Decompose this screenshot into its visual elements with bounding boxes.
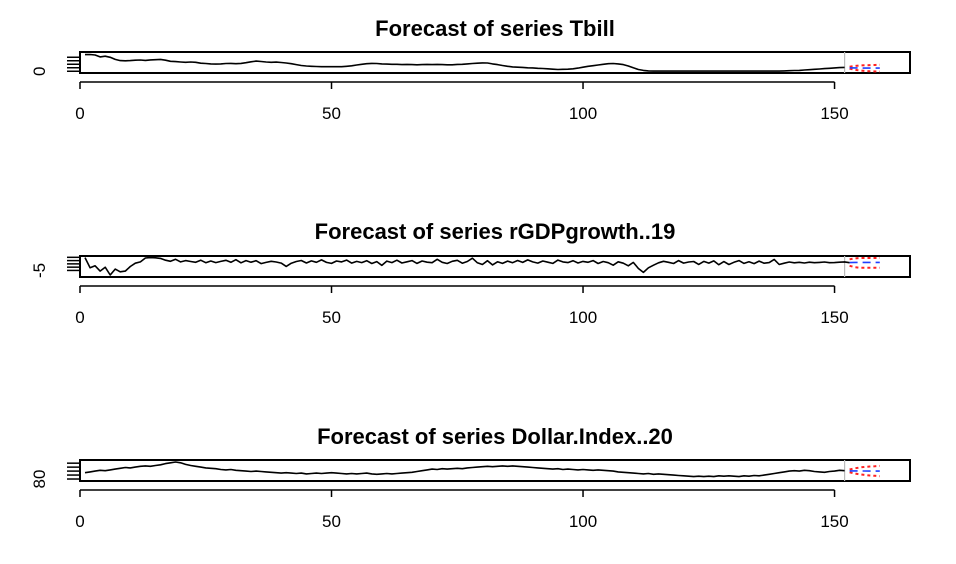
x-tick-label: 100 xyxy=(569,104,597,123)
chart-panel-2: Forecast of series rGDPgrowth..19 0 50 100 1… xyxy=(30,219,911,327)
x-tick-label: 0 xyxy=(75,512,84,531)
x-tick-label: 0 xyxy=(75,308,84,327)
plot-frame xyxy=(79,459,911,482)
plot-area xyxy=(84,460,880,481)
x-tick-label: 100 xyxy=(569,512,597,531)
x-tick-label: 50 xyxy=(322,104,341,123)
x-tick-label: 50 xyxy=(322,308,341,327)
plot-frame xyxy=(79,51,911,74)
y-tick-label: 0 xyxy=(30,67,49,76)
x-tick-label: 150 xyxy=(820,104,848,123)
x-tick-label: 100 xyxy=(569,308,597,327)
history-series-line xyxy=(84,256,850,276)
forecast-lower-line xyxy=(849,471,880,478)
y-tick-label: -5 xyxy=(30,263,49,278)
chart-panel-1: Forecast of series Tbill 0 50 100 150 0 xyxy=(30,16,911,123)
forecast-lower-line xyxy=(849,264,880,269)
chart-title: Forecast of series Tbill xyxy=(375,16,615,41)
forecast-upper-line xyxy=(849,464,880,471)
x-tick-label: 0 xyxy=(75,104,84,123)
chart-title: Forecast of series Dollar.Index..20 xyxy=(317,424,673,449)
chart-panel-3: Forecast of series Dollar.Index..20 0 50 10… xyxy=(30,424,911,531)
history-series-line xyxy=(84,53,845,72)
chart-title: Forecast of series rGDPgrowth..19 xyxy=(315,219,676,244)
plot-area xyxy=(84,256,880,277)
x-tick-label: 150 xyxy=(820,512,848,531)
x-tick-label: 50 xyxy=(322,512,341,531)
forecast-upper-line xyxy=(849,257,880,261)
plot-frame xyxy=(79,255,911,278)
y-tick-label: 80 xyxy=(30,470,49,489)
forecast-lower-line xyxy=(849,67,880,73)
x-tick-label: 150 xyxy=(820,308,848,327)
plot-area xyxy=(84,52,880,73)
forecast-upper-line xyxy=(849,63,880,68)
history-series-line xyxy=(84,461,845,478)
